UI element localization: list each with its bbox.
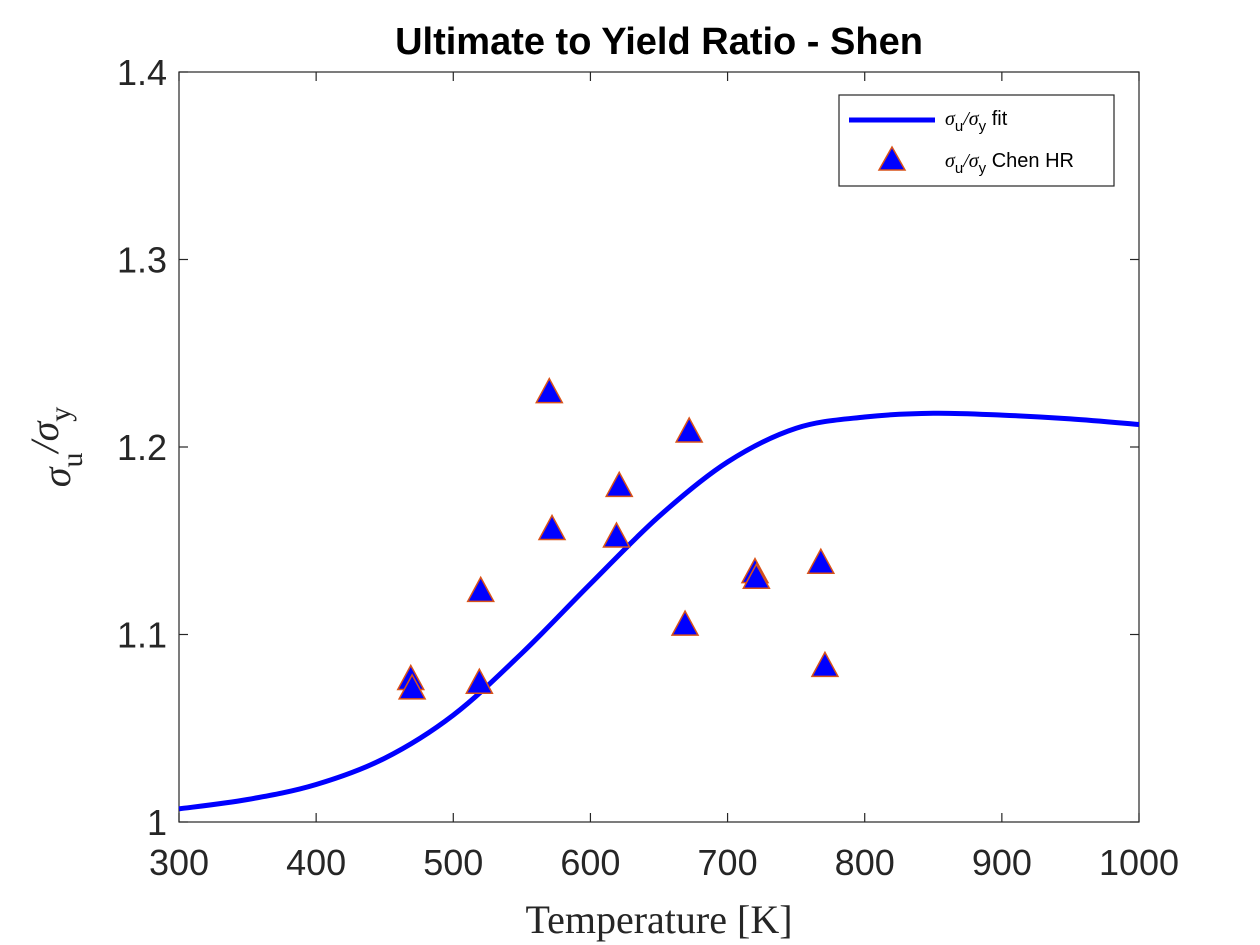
x-axis-tick-labels: 300 400 500 600 700 800 900 1000: [149, 842, 1179, 883]
y-axis-tick-labels: 1 1.1 1.2 1.3 1.4: [117, 52, 167, 843]
chen-hr-data-point: [466, 575, 495, 603]
chen-hr-data-point: [604, 470, 634, 498]
chen-hr-data-point: [670, 609, 700, 636]
x-tick-label: 1000: [1099, 842, 1179, 883]
y-tick-label: 1.4: [117, 52, 167, 93]
chen-hr-data-point: [742, 562, 771, 589]
y-axis-label-sub-y: y: [44, 407, 77, 422]
y-tick-label: 1.1: [117, 615, 167, 656]
x-tick-label: 700: [698, 842, 758, 883]
legend: σu/σy fit σu/σy Chen HR: [838, 94, 1115, 187]
x-axis-label: Temperature [K]: [525, 897, 792, 942]
series-layer: [178, 377, 1140, 812]
axis-ticks: [178, 71, 1140, 823]
chen-hr-data-point: [535, 377, 564, 404]
y-tick-label: 1.3: [117, 240, 167, 281]
x-tick-label: 900: [972, 842, 1032, 883]
fit-series-line: [178, 410, 1140, 812]
legend-entry-chen-hr: σu/σy Chen HR: [945, 150, 1074, 177]
legend-entry-fit: σu/σy fit: [945, 108, 1008, 135]
chen-hr-data-point: [537, 513, 567, 541]
x-tick-label: 400: [286, 842, 346, 883]
chen-hr-data-point: [806, 547, 836, 574]
x-tick-label: 800: [835, 842, 895, 883]
chen-hr-data-point: [397, 673, 427, 700]
x-tick-label: 300: [149, 842, 209, 883]
plot-area: [178, 71, 1140, 823]
legend-box: [838, 94, 1115, 187]
chen-hr-data-point: [602, 521, 631, 548]
chen-hr-data-point: [810, 650, 840, 678]
y-axis-label-sub-u: u: [56, 453, 89, 468]
chart-title: Ultimate to Yield Ratio - Shen: [395, 21, 923, 63]
y-axis-label-slash-sigma: /σ: [22, 420, 67, 454]
legend-triangle-swatch: [877, 145, 907, 171]
x-tick-label: 500: [423, 842, 483, 883]
y-axis-label-sigma-u: σ: [34, 466, 79, 487]
y-axis-label: σu/σy: [22, 407, 89, 488]
x-tick-label: 600: [560, 842, 620, 883]
chen-hr-data-point: [465, 667, 494, 694]
chen-hr-data-point: [674, 416, 704, 443]
y-tick-label: 1: [147, 802, 167, 843]
y-tick-label: 1.2: [117, 427, 167, 468]
